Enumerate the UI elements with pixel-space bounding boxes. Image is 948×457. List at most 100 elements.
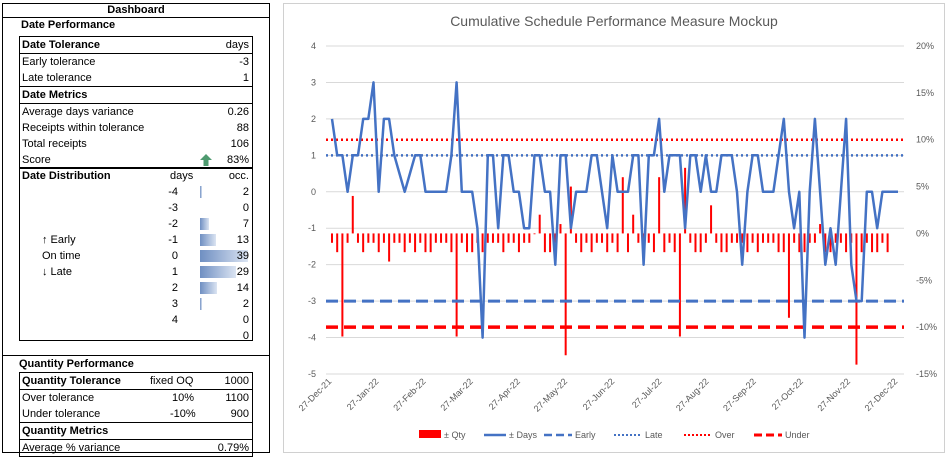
- qty-bar: [466, 233, 469, 253]
- qty-bar: [632, 214, 635, 234]
- chart-title: Cumulative Schedule Performance Measure …: [450, 13, 778, 29]
- qty-bar: [678, 233, 681, 337]
- date-tolerance-label: Date Tolerance: [22, 39, 101, 51]
- qty-bar: [647, 233, 650, 243]
- qty-bar: [720, 233, 723, 253]
- quantity-tolerance-base: 1000: [224, 375, 249, 387]
- distribution-bar: [200, 218, 209, 230]
- distribution-row-occ: 2: [242, 298, 249, 310]
- distribution-bar: [200, 298, 203, 310]
- qty-bar: [621, 177, 624, 234]
- metric-value: 106: [230, 138, 249, 150]
- qty-bar: [777, 233, 780, 253]
- distribution-bar: [200, 250, 248, 262]
- distribution-row-occ: 14: [236, 282, 249, 294]
- distribution-row: On time 0 39: [20, 248, 252, 264]
- dashboard-title: Dashboard: [3, 4, 269, 18]
- qty-bar: [715, 233, 718, 243]
- qty-bar: [590, 233, 593, 253]
- qty-bar: [497, 233, 500, 243]
- qty-bar: [382, 233, 385, 243]
- score-up-arrow-icon: [200, 154, 212, 171]
- chart-frame: Cumulative Schedule Performance Measure …: [283, 3, 945, 453]
- score-value: 83%: [226, 154, 249, 166]
- qty-bar: [725, 233, 728, 253]
- qty-bar: [403, 233, 406, 253]
- y-left-tick-label: 3: [311, 77, 316, 87]
- qty-bar: [393, 233, 396, 243]
- qty-bar: [886, 233, 889, 253]
- qty-bar: [834, 233, 837, 243]
- y-left-tick-label: -4: [308, 333, 316, 343]
- y-right-tick-label: 0%: [916, 228, 929, 238]
- y-right-tick-label: -5%: [916, 275, 932, 285]
- y-right-tick-label: -15%: [916, 369, 937, 379]
- distribution-row-occ: 13: [236, 234, 249, 246]
- qty-bar: [694, 233, 697, 253]
- distribution-bar: [200, 234, 216, 246]
- qty-bar: [554, 233, 557, 243]
- qty-bar: [652, 233, 655, 253]
- x-tick-label: 27-Oct-22: [770, 376, 805, 411]
- qty-bar: [704, 233, 707, 243]
- metric-row: Receipts within tolerance 88: [20, 120, 252, 136]
- distribution-row: -3 0: [20, 200, 252, 216]
- distribution-row-occ: 7: [242, 218, 249, 230]
- qty-bar: [331, 233, 333, 243]
- qty-bar: [575, 233, 578, 243]
- metric-row: Average days variance 0.26: [20, 104, 252, 120]
- quantity-metrics-label: Quantity Metrics: [22, 425, 109, 437]
- qty-bar: [819, 224, 822, 234]
- x-tick-label: 27-Jun-22: [581, 376, 617, 412]
- under-tolerance-pct: -10%: [170, 408, 196, 420]
- qty-bar: [408, 233, 411, 243]
- qty-bar: [637, 233, 640, 243]
- early-tolerance-value: -3: [239, 56, 249, 68]
- x-tick-label: 27-Nov-22: [815, 376, 852, 413]
- metric-value: 0.26: [227, 106, 249, 118]
- distribution-row-days: 3: [171, 298, 178, 310]
- qty-bar: [523, 233, 526, 243]
- qty-bar: [580, 233, 583, 253]
- qty-bar: [876, 233, 879, 253]
- qty-bar: [746, 233, 749, 253]
- under-tolerance-value: 900: [230, 408, 249, 420]
- distribution-row-occ: 2: [242, 186, 249, 198]
- quantity-performance-title: Quantity Performance: [19, 358, 134, 370]
- y-left-tick-label: -5: [308, 369, 316, 379]
- distribution-row-days: 1: [171, 266, 178, 278]
- distribution-row-label: On time: [42, 250, 81, 262]
- avg-variance-value: 0.79%: [217, 442, 249, 454]
- distribution-row: ↑ Early -1 13: [20, 232, 252, 248]
- late-tolerance-label: Late tolerance: [22, 72, 92, 84]
- x-tick-label: 27-Jan-22: [345, 376, 381, 412]
- distribution-title: Date Distribution: [22, 170, 111, 182]
- date-tolerance-unit: days: [225, 39, 249, 51]
- legend-label: Over: [715, 430, 735, 440]
- qty-bar: [543, 233, 546, 253]
- qty-bar: [601, 233, 604, 243]
- qty-bar: [419, 233, 422, 243]
- y-right-tick-label: 15%: [916, 88, 934, 98]
- y-right-tick-label: 20%: [916, 41, 934, 51]
- y-left-tick-label: 2: [311, 114, 316, 124]
- qty-bar: [658, 177, 661, 234]
- x-tick-label: 27-Mar-22: [438, 376, 474, 412]
- date-metrics-label: Date Metrics: [22, 89, 88, 101]
- qty-bar: [767, 233, 770, 243]
- distribution-row-days: 0: [171, 250, 178, 262]
- x-tick-label: 27-May-22: [532, 376, 569, 413]
- distribution-row-occ: 29: [236, 266, 249, 278]
- y-left-tick-label: -2: [308, 260, 316, 270]
- qty-bar: [761, 233, 764, 243]
- legend-label: ± Days: [509, 430, 537, 440]
- metric-row: Total receipts 106: [20, 136, 252, 152]
- avg-variance-label: Average % variance: [22, 442, 121, 454]
- metric-label: Total receipts: [22, 138, 87, 150]
- qty-bar: [699, 233, 702, 253]
- distribution-bar: [200, 186, 203, 198]
- qty-bar: [865, 233, 868, 243]
- qty-bar: [538, 214, 541, 234]
- qty-bar: [434, 233, 437, 243]
